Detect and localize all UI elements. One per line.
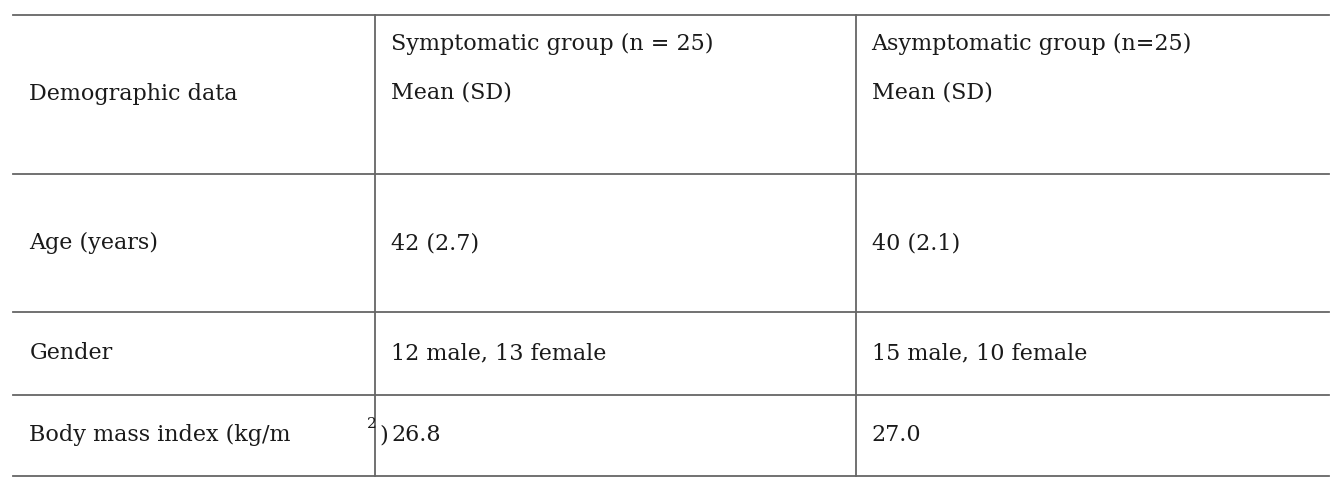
Text: 2: 2 [367,417,377,431]
Text: 42 (2.7): 42 (2.7) [391,232,480,254]
Text: 40 (2.1): 40 (2.1) [871,232,959,254]
Text: ): ) [379,424,389,447]
Text: 12 male, 13 female: 12 male, 13 female [391,343,607,364]
Text: 15 male, 10 female: 15 male, 10 female [871,343,1088,364]
Text: 26.8: 26.8 [391,424,441,447]
Text: Gender: Gender [29,343,112,364]
Text: Body mass index (kg/m: Body mass index (kg/m [29,424,291,447]
Text: Asymptomatic group (n=25): Asymptomatic group (n=25) [871,33,1192,55]
Text: Demographic data: Demographic data [29,83,238,105]
Text: Mean (SD): Mean (SD) [871,82,993,104]
Text: Age (years): Age (years) [29,232,159,254]
Text: Symptomatic group (n = 25): Symptomatic group (n = 25) [391,33,713,55]
Text: Mean (SD): Mean (SD) [391,82,512,104]
Text: 27.0: 27.0 [871,424,922,447]
